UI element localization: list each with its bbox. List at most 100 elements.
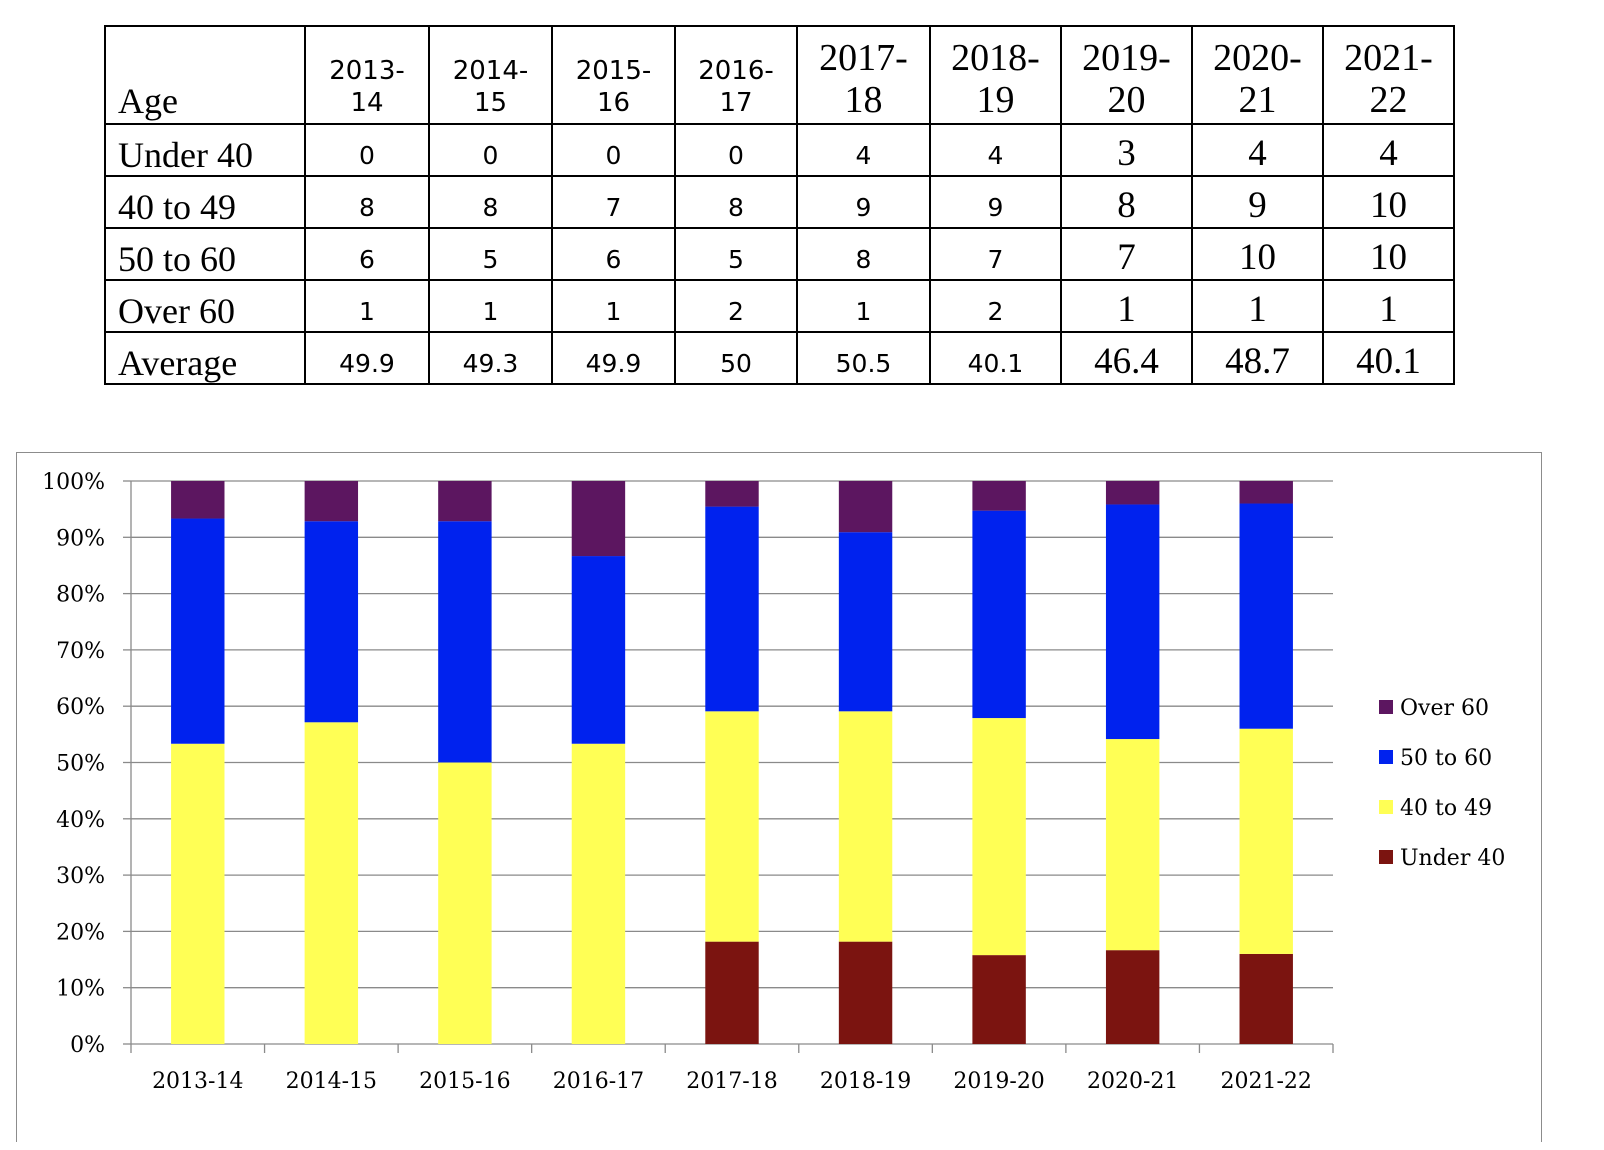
table-cell: 7: [551, 175, 676, 229]
year-header-line1: 2015-: [575, 56, 652, 86]
table-cell: 10: [1322, 175, 1455, 229]
table-cell: 7: [929, 227, 1062, 281]
table-cell: 3: [1060, 123, 1193, 177]
y-tick-label: 40%: [56, 808, 105, 833]
x-tick-label: 2016-17: [553, 1069, 644, 1094]
table-cell: 49.9: [551, 331, 676, 385]
table-cell: 10: [1191, 227, 1324, 281]
table-cell: 1: [551, 279, 676, 333]
table-cell: 40.1: [1322, 331, 1455, 385]
bar-segment: [838, 941, 893, 1044]
year-header-line1: 2018-: [951, 37, 1040, 79]
bar-segment: [304, 481, 359, 522]
table-cell: 1: [304, 279, 430, 333]
bar-segment: [1239, 953, 1293, 1044]
bar-segment: [972, 955, 1026, 1044]
table-cell: 1: [1191, 279, 1324, 333]
table-cell: 8: [796, 227, 931, 281]
table-cell: 4: [1322, 123, 1455, 177]
bar-segment: [972, 718, 1026, 956]
year-header-line1: 2014-: [452, 56, 529, 86]
bar-segment: [571, 743, 626, 1044]
bar-segment: [1239, 481, 1293, 504]
y-tick-label: 70%: [56, 639, 105, 664]
y-tick-label: 30%: [56, 864, 105, 889]
table-cell: 8: [1060, 175, 1193, 229]
y-tick-label: 100%: [42, 470, 105, 495]
year-header-line2: 14: [350, 88, 384, 118]
legend-swatch: [1379, 700, 1393, 714]
table-cell: 48.7: [1191, 331, 1324, 385]
x-tick-label: 2017-18: [686, 1069, 777, 1094]
table-cell: 0: [428, 123, 553, 177]
table-cell: 5: [428, 227, 553, 281]
table-row: 50 to 60 6 5 6 5 8 7 7 10 10: [104, 227, 1455, 281]
y-tick-label: 20%: [56, 920, 105, 945]
year-column-header: 2019- 20: [1060, 25, 1193, 125]
table-cell: 6: [304, 227, 430, 281]
table-row: 40 to 49 8 8 7 8 9 9 8 9 10: [104, 175, 1455, 229]
table-row: Over 60 1 1 1 2 1 2 1 1 1: [104, 279, 1455, 333]
year-column-header: 2014- 15: [428, 25, 553, 125]
year-header-line1: 2019-: [1082, 37, 1171, 79]
bar-segment: [1105, 504, 1160, 740]
legend-label: 40 to 49: [1400, 796, 1492, 821]
x-tick-label: 2021-22: [1221, 1069, 1312, 1094]
bar-segment: [705, 941, 759, 1044]
bar-segment: [304, 521, 359, 723]
row-label: 40 to 49: [104, 175, 306, 229]
bar-segment: [571, 481, 626, 557]
bar-segment: [1239, 728, 1293, 954]
row-label: Under 40: [104, 123, 306, 177]
y-tick-label: 90%: [56, 526, 105, 551]
year-header-line1: 2020-: [1213, 37, 1302, 79]
bar-segment: [705, 506, 759, 712]
row-label: Over 60: [104, 279, 306, 333]
legend-label: 50 to 60: [1400, 746, 1492, 771]
table-cell: 5: [674, 227, 798, 281]
bar-segment: [1105, 481, 1160, 505]
x-tick-label: 2018-19: [820, 1069, 911, 1094]
bar-segment: [838, 481, 893, 533]
table-cell: 50.5: [796, 331, 931, 385]
bar-segment: [571, 556, 626, 744]
bar-segment: [1105, 739, 1160, 951]
table-cell: 1: [1060, 279, 1193, 333]
bar-segment: [1105, 950, 1160, 1044]
bar-segment: [171, 518, 225, 744]
year-column-header: 2013- 14: [304, 25, 430, 125]
table-cell: 50: [674, 331, 798, 385]
table-cell: 49.3: [428, 331, 553, 385]
legend-label: Under 40: [1400, 846, 1505, 871]
bar-segment: [171, 481, 225, 519]
table-cell: 0: [674, 123, 798, 177]
y-tick-label: 80%: [56, 583, 105, 608]
y-tick-label: 10%: [56, 977, 105, 1002]
year-header-line2: 21: [1238, 79, 1277, 121]
year-column-header: 2018- 19: [929, 25, 1062, 125]
x-tick-label: 2014-15: [286, 1069, 377, 1094]
table-cell: 6: [551, 227, 676, 281]
table-cell: 1: [796, 279, 931, 333]
bar-segment: [438, 481, 492, 522]
year-column-header: 2021- 22: [1322, 25, 1455, 125]
x-tick-label: 2020-21: [1087, 1069, 1178, 1094]
legend-label: Over 60: [1400, 696, 1489, 721]
bar-segment: [705, 711, 759, 942]
age-distribution-table: Age 2013- 14 2014- 15 2015- 16 2016- 17 2017- 18 20…: [104, 25, 1455, 385]
year-column-header: 2016- 17: [674, 25, 798, 125]
bar-segment: [838, 532, 893, 712]
table-cell: 2: [674, 279, 798, 333]
table-cell: 0: [551, 123, 676, 177]
table-cell: 40.1: [929, 331, 1062, 385]
x-tick-label: 2015-16: [419, 1069, 510, 1094]
bar-segment: [972, 481, 1026, 511]
year-column-header: 2020- 21: [1191, 25, 1324, 125]
y-tick-label: 60%: [56, 695, 105, 720]
table-row: Under 40 0 0 0 0 4 4 3 4 4: [104, 123, 1455, 177]
chart-frame: 0% 10% 20% 30% 40% 50% 60% 70% 80% 90% 100% 2013-14…: [16, 452, 1542, 1142]
y-tick-label: 0%: [70, 1033, 105, 1058]
year-header-line1: 2013-: [329, 56, 405, 86]
table-cell: 49.9: [304, 331, 430, 385]
table-cell: 9: [1191, 175, 1324, 229]
